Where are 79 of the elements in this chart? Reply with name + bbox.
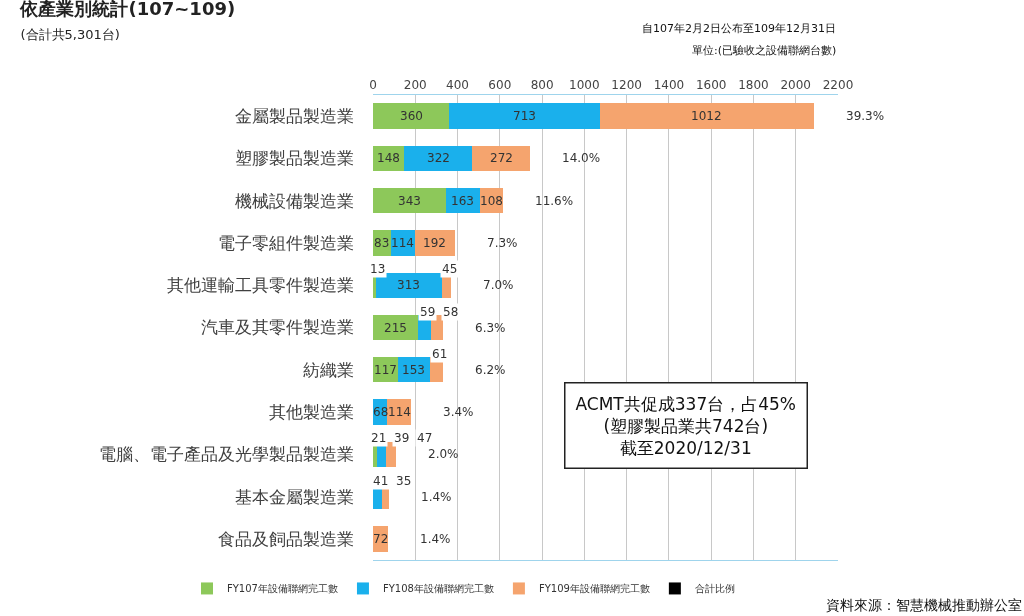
data-label: 163 bbox=[451, 194, 474, 208]
y-tick-label: 紡織業 bbox=[303, 359, 354, 380]
data-label: 45 bbox=[442, 262, 458, 276]
legend-label: FY109年設備聯網完工數 bbox=[538, 583, 650, 595]
y-tick-label: 其他運輸工具零件製造業 bbox=[167, 275, 354, 296]
annotation: 1.4% bbox=[420, 532, 451, 546]
data-label: 72 bbox=[373, 532, 389, 546]
x-tick-label: 1200 bbox=[611, 78, 642, 93]
data-label: 47 bbox=[417, 431, 433, 445]
y-tick-label: 基本金屬製造業 bbox=[235, 486, 354, 507]
annotation: 1.4% bbox=[421, 490, 452, 504]
annotation: 3.4% bbox=[443, 405, 474, 419]
bar bbox=[599, 103, 814, 129]
x-tick-label: 800 bbox=[530, 78, 554, 93]
x-tick-label: 1000 bbox=[569, 78, 600, 93]
x-tick-label: 1400 bbox=[653, 78, 685, 93]
data-label: 59 bbox=[420, 305, 436, 319]
data-label: 713 bbox=[513, 109, 536, 123]
annotation: 39.3% bbox=[846, 109, 885, 123]
data-label: 83 bbox=[374, 236, 390, 250]
data-label: 1012 bbox=[691, 109, 722, 123]
data-label: 322 bbox=[427, 151, 450, 165]
bar bbox=[373, 188, 446, 214]
text: 依產業別統計(107~109) bbox=[19, 0, 236, 20]
y-tick-label: 塑膠製品製造業 bbox=[235, 148, 354, 169]
annotation: 7.3% bbox=[487, 236, 518, 250]
data-label: 313 bbox=[397, 278, 420, 292]
legend-label: FY107年設備聯網完工數 bbox=[227, 583, 338, 595]
text: 自107年2月2日公布至109年12月31日 bbox=[642, 22, 836, 35]
y-tick-label: 電腦、電子產品及光學製品製造業 bbox=[99, 444, 354, 465]
x-tick-label: 0 bbox=[369, 78, 377, 93]
bar bbox=[404, 145, 473, 172]
x-tick-label: 600 bbox=[488, 78, 512, 93]
data-label: 58 bbox=[443, 305, 459, 319]
data-label: 39 bbox=[394, 431, 410, 445]
x-tick-label: 2200 bbox=[822, 78, 854, 93]
data-label: 215 bbox=[384, 321, 407, 335]
source-note: 資料來源：智慧機械推動辦公室 bbox=[826, 597, 1022, 613]
legend-label: FY108年設備聯網完工數 bbox=[382, 583, 494, 595]
data-label: 108 bbox=[480, 194, 503, 208]
y-tick-label: 機械設備製造業 bbox=[235, 190, 354, 211]
y-tick-label: 食品及飼品製造業 bbox=[218, 528, 354, 549]
y-tick-label: 金屬製品製造業 bbox=[235, 106, 354, 127]
data-label: 61 bbox=[432, 347, 448, 361]
y-tick-label: 汽車及其零件製造業 bbox=[201, 317, 354, 338]
x-tick-label: 1800 bbox=[738, 78, 769, 93]
data-label: 343 bbox=[398, 194, 421, 208]
bar bbox=[414, 230, 456, 256]
bar bbox=[472, 145, 530, 172]
annotation: 7.0% bbox=[483, 278, 514, 292]
annotation: 2.0% bbox=[428, 447, 459, 461]
data-label: 272 bbox=[490, 151, 513, 165]
data-label: 114 bbox=[388, 405, 411, 419]
x-tick-label: 200 bbox=[403, 78, 427, 93]
bar bbox=[449, 103, 600, 129]
y-tick-label: 其他製造業 bbox=[269, 402, 354, 422]
annotation: 14.0% bbox=[562, 151, 601, 165]
data-label: 148 bbox=[377, 151, 400, 165]
annotation: 6.3% bbox=[475, 321, 506, 335]
x-tick-label: 2000 bbox=[780, 78, 811, 93]
data-label: 360 bbox=[400, 109, 423, 123]
data-label: 117 bbox=[374, 363, 397, 377]
data-label: 13 bbox=[370, 262, 386, 276]
data-label: 41 bbox=[373, 474, 389, 488]
text: (合計共5,301台) bbox=[20, 26, 120, 42]
text: 單位:(已驗收之設備聯網台數) bbox=[692, 44, 837, 57]
data-label: 35 bbox=[396, 474, 412, 488]
data-label: 153 bbox=[402, 363, 425, 377]
annotation: ACMT共促成337台，占45% (塑膠製品業共742台) 截至2020/12/31 bbox=[575, 393, 796, 458]
annotation: 6.2% bbox=[475, 363, 506, 377]
annotation: 11.6% bbox=[535, 194, 574, 208]
x-tick-label: 400 bbox=[446, 78, 469, 93]
y-tick-label: 電子零組件製造業 bbox=[218, 232, 354, 253]
data-label: 114 bbox=[391, 236, 414, 250]
x-tick-label: 1600 bbox=[695, 78, 727, 93]
data-label: 21 bbox=[371, 431, 387, 445]
legend-label: 合計比例 bbox=[694, 583, 735, 595]
data-label: 192 bbox=[423, 236, 446, 250]
bar bbox=[373, 103, 450, 129]
